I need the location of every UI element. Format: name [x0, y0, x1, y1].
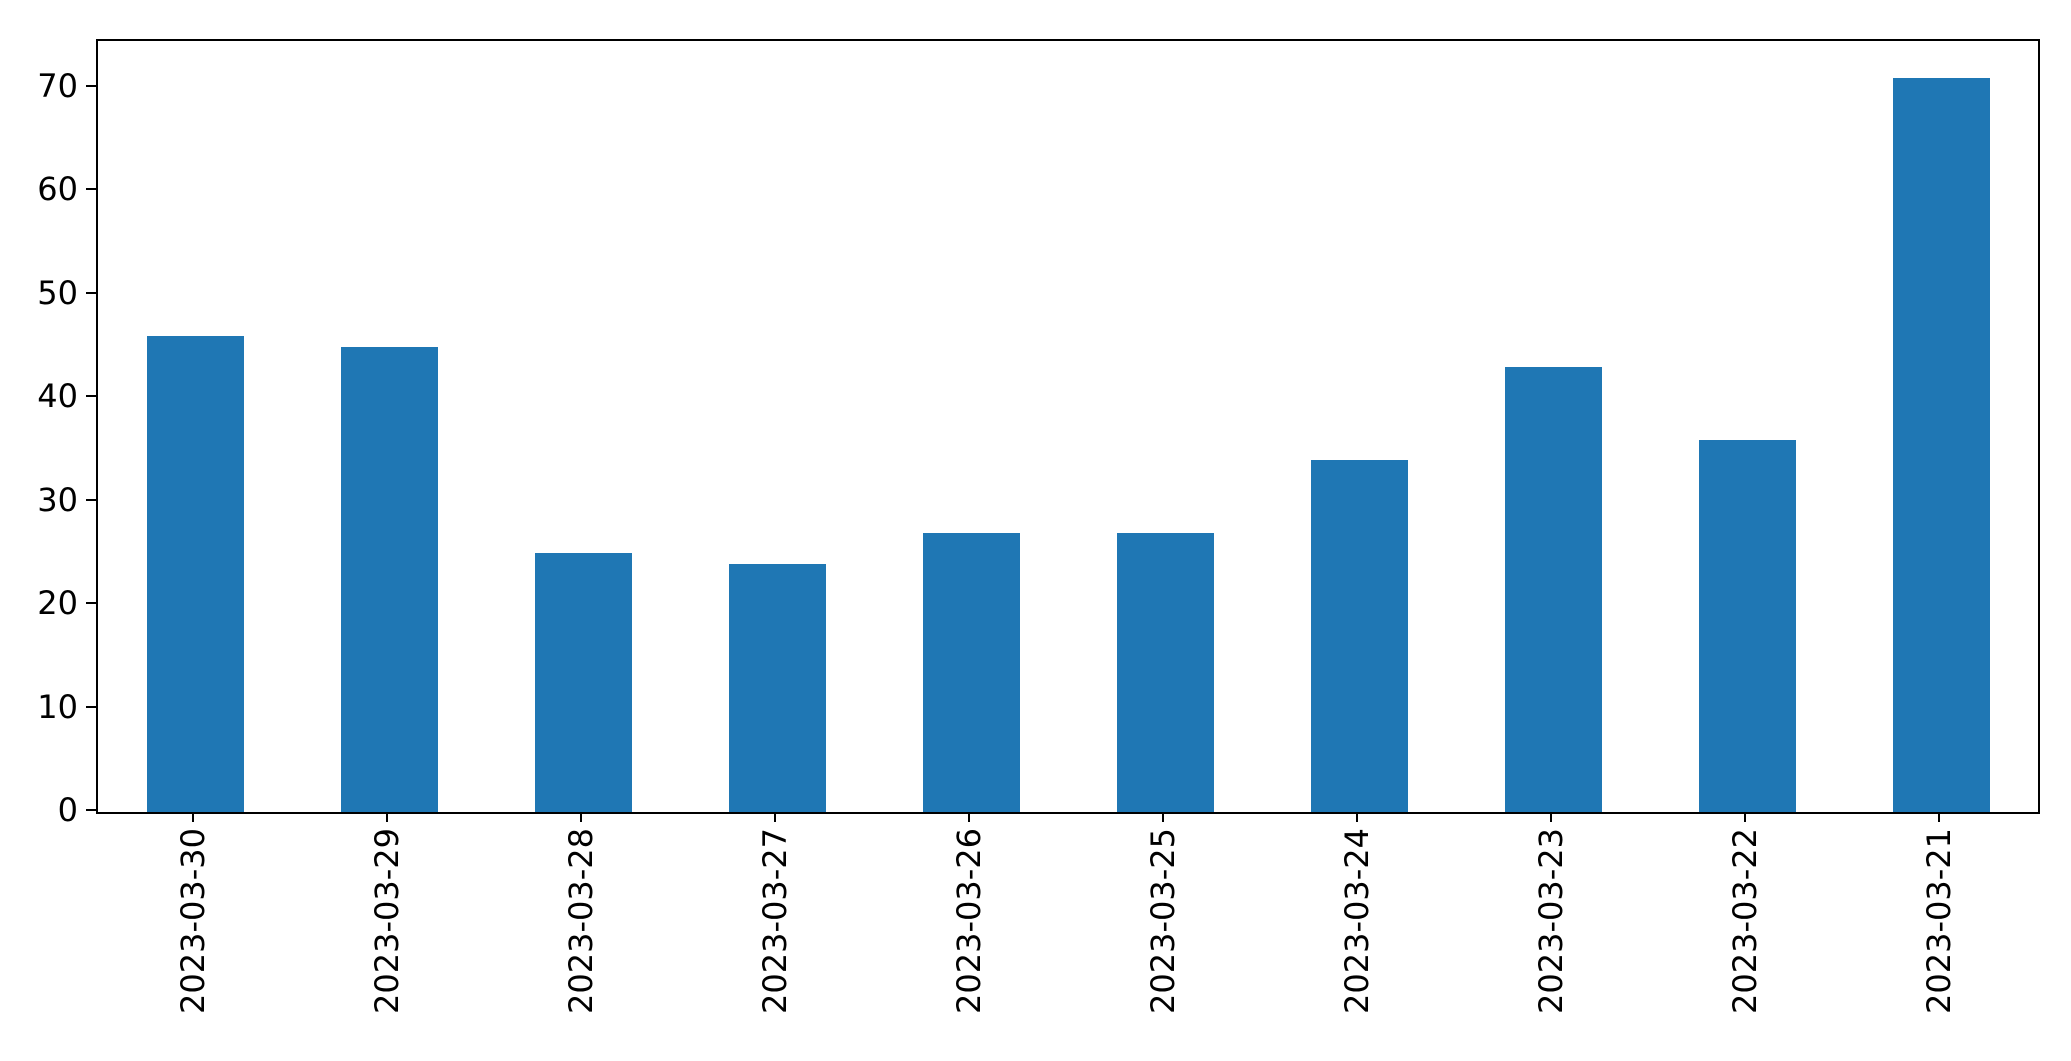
x-tick-label: 2023-03-26: [950, 828, 988, 1014]
bar: [534, 553, 632, 812]
y-tick-mark: [86, 85, 96, 88]
x-tick-mark: [1356, 812, 1358, 822]
y-tick-label: 40: [37, 377, 78, 416]
y-tick-label: 30: [37, 480, 78, 519]
x-tick-mark: [774, 812, 776, 822]
bar: [1116, 533, 1214, 812]
x-tick-label: 2023-03-30: [174, 828, 212, 1014]
x-tick-label: 2023-03-29: [368, 828, 406, 1014]
x-tick-label: 2023-03-22: [1726, 828, 1764, 1014]
y-tick-mark: [86, 395, 96, 398]
bar: [1504, 367, 1602, 812]
y-tick-mark: [86, 188, 96, 191]
plot-area: [96, 39, 2040, 814]
bar: [1698, 440, 1796, 812]
y-tick-label: 50: [37, 273, 78, 312]
y-tick-mark: [86, 291, 96, 294]
y-tick-label: 0: [57, 791, 78, 829]
x-tick-label: 2023-03-27: [756, 828, 794, 1014]
x-tick-mark: [580, 812, 582, 822]
x-tick-mark: [386, 812, 388, 822]
x-tick-label: 2023-03-24: [1338, 828, 1376, 1014]
bar: [728, 564, 826, 812]
bar: [922, 533, 1020, 812]
y-tick-mark: [86, 809, 96, 811]
bar: [1892, 78, 1990, 812]
x-tick-label: 2023-03-21: [1920, 828, 1958, 1014]
x-tick-label: 2023-03-25: [1144, 828, 1182, 1014]
x-tick-label: 2023-03-23: [1532, 828, 1570, 1014]
x-tick-mark: [1162, 812, 1164, 822]
x-tick-mark: [1550, 812, 1552, 822]
x-tick-label: 2023-03-28: [562, 828, 600, 1014]
y-tick-mark: [86, 705, 96, 708]
y-tick-label: 70: [37, 67, 78, 106]
y-tick-label: 20: [37, 584, 78, 623]
y-tick-label: 10: [37, 687, 78, 726]
bar: [146, 336, 244, 812]
x-tick-mark: [1744, 812, 1746, 822]
y-tick-mark: [86, 602, 96, 605]
x-tick-mark: [968, 812, 970, 822]
bar: [1310, 460, 1408, 812]
y-tick-label: 60: [37, 170, 78, 209]
bar: [340, 347, 438, 812]
y-tick-mark: [86, 498, 96, 501]
x-tick-mark: [192, 812, 194, 822]
x-tick-mark: [1938, 812, 1940, 822]
